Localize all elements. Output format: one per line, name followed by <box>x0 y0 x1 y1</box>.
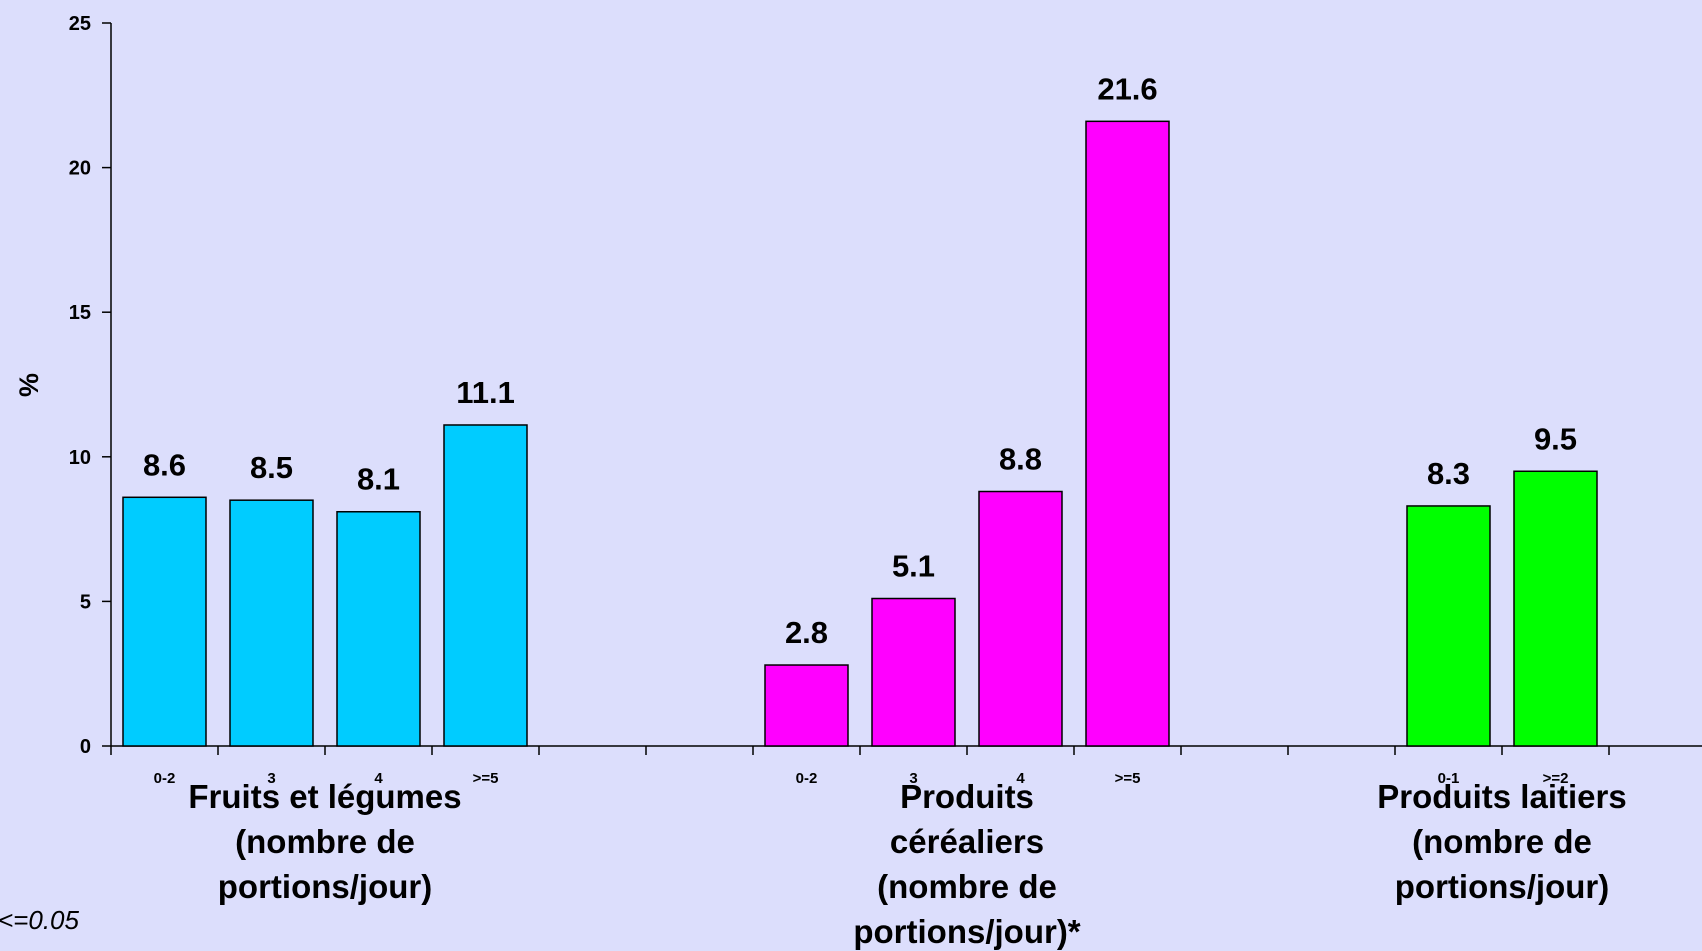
y-tick-label: 0 <box>80 736 91 758</box>
data-label: 8.3 <box>1427 456 1470 491</box>
bar <box>444 425 527 746</box>
data-label: 5.1 <box>892 549 935 584</box>
x-tick-label: 0-2 <box>796 770 818 787</box>
data-label: 2.8 <box>785 615 828 650</box>
x-tick-label: >=5 <box>1115 770 1141 787</box>
bar <box>123 497 206 746</box>
data-label: 21.6 <box>1097 71 1157 106</box>
group-label: Produits <box>900 778 1034 815</box>
group-label: (nombre de <box>877 868 1057 905</box>
y-tick-label: 5 <box>80 591 91 613</box>
bar <box>337 512 420 746</box>
y-tick-label: 15 <box>69 302 91 324</box>
group-label: (nombre de <box>235 823 415 860</box>
chart-bars <box>123 121 1702 746</box>
group-label: Produits laitiers <box>1377 778 1626 815</box>
bar <box>1086 121 1169 746</box>
group-label: (nombre de <box>1412 823 1592 860</box>
bar <box>1514 471 1597 746</box>
data-label: 8.1 <box>357 462 400 497</box>
group-label: céréaliers <box>890 823 1044 860</box>
data-label: 8.6 <box>143 447 186 482</box>
data-label: 8.8 <box>999 442 1042 477</box>
footnote: <=0.05 <box>0 905 80 935</box>
group-label: Fruits et légumes <box>188 778 461 815</box>
y-tick-label: 20 <box>69 158 91 180</box>
x-tick-label: >=5 <box>473 770 499 787</box>
y-tick-label: 10 <box>69 447 91 469</box>
bar <box>230 500 313 746</box>
bar <box>1407 506 1490 746</box>
bar <box>872 599 955 746</box>
bar <box>765 665 848 746</box>
group-label: portions/jour)* <box>853 913 1080 950</box>
y-axis-label: % <box>14 373 44 397</box>
data-label: 11.1 <box>456 375 515 410</box>
data-label: 9.5 <box>1534 421 1577 456</box>
x-tick-label: 0-2 <box>154 770 176 787</box>
group-label: portions/jour) <box>1395 868 1609 905</box>
y-tick-label: 25 <box>69 13 91 35</box>
group-label: portions/jour) <box>218 868 432 905</box>
bar <box>979 492 1062 746</box>
data-label: 8.5 <box>250 450 293 485</box>
